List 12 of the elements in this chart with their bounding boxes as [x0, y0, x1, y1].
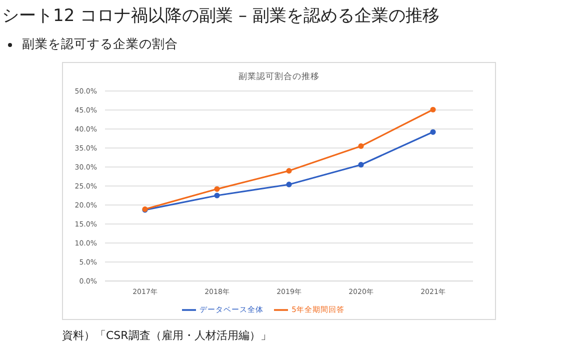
point: [430, 106, 436, 112]
point: [286, 168, 292, 174]
point: [286, 182, 292, 188]
chart-title: シート12 コロナ禍以降の副業 – 副業を認める企業の推移: [2, 5, 440, 27]
point: [358, 143, 364, 149]
text: 副業認可割合の推移: [238, 71, 320, 83]
point: [214, 192, 220, 198]
chart-subtitle: 副業を認可する企業の割合: [21, 36, 178, 53]
point: [358, 162, 364, 168]
point: [430, 129, 436, 135]
point: [214, 186, 220, 192]
text: 資料）「CSR調査（雇用・人材活用編）」: [62, 328, 272, 343]
